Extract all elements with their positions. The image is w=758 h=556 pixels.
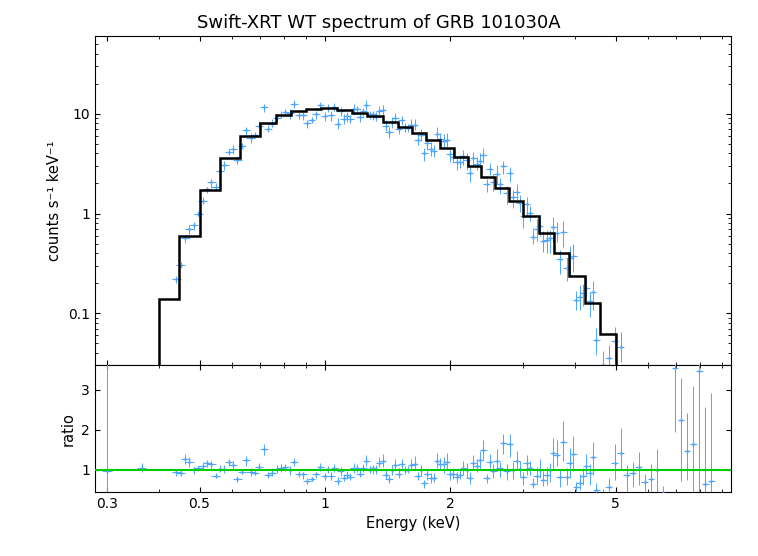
Text: Swift-XRT WT spectrum of GRB 101030A: Swift-XRT WT spectrum of GRB 101030A bbox=[197, 14, 561, 32]
Y-axis label: counts s⁻¹ keV⁻¹: counts s⁻¹ keV⁻¹ bbox=[47, 141, 62, 261]
X-axis label: Energy (keV): Energy (keV) bbox=[366, 517, 460, 532]
Y-axis label: ratio: ratio bbox=[61, 412, 76, 446]
